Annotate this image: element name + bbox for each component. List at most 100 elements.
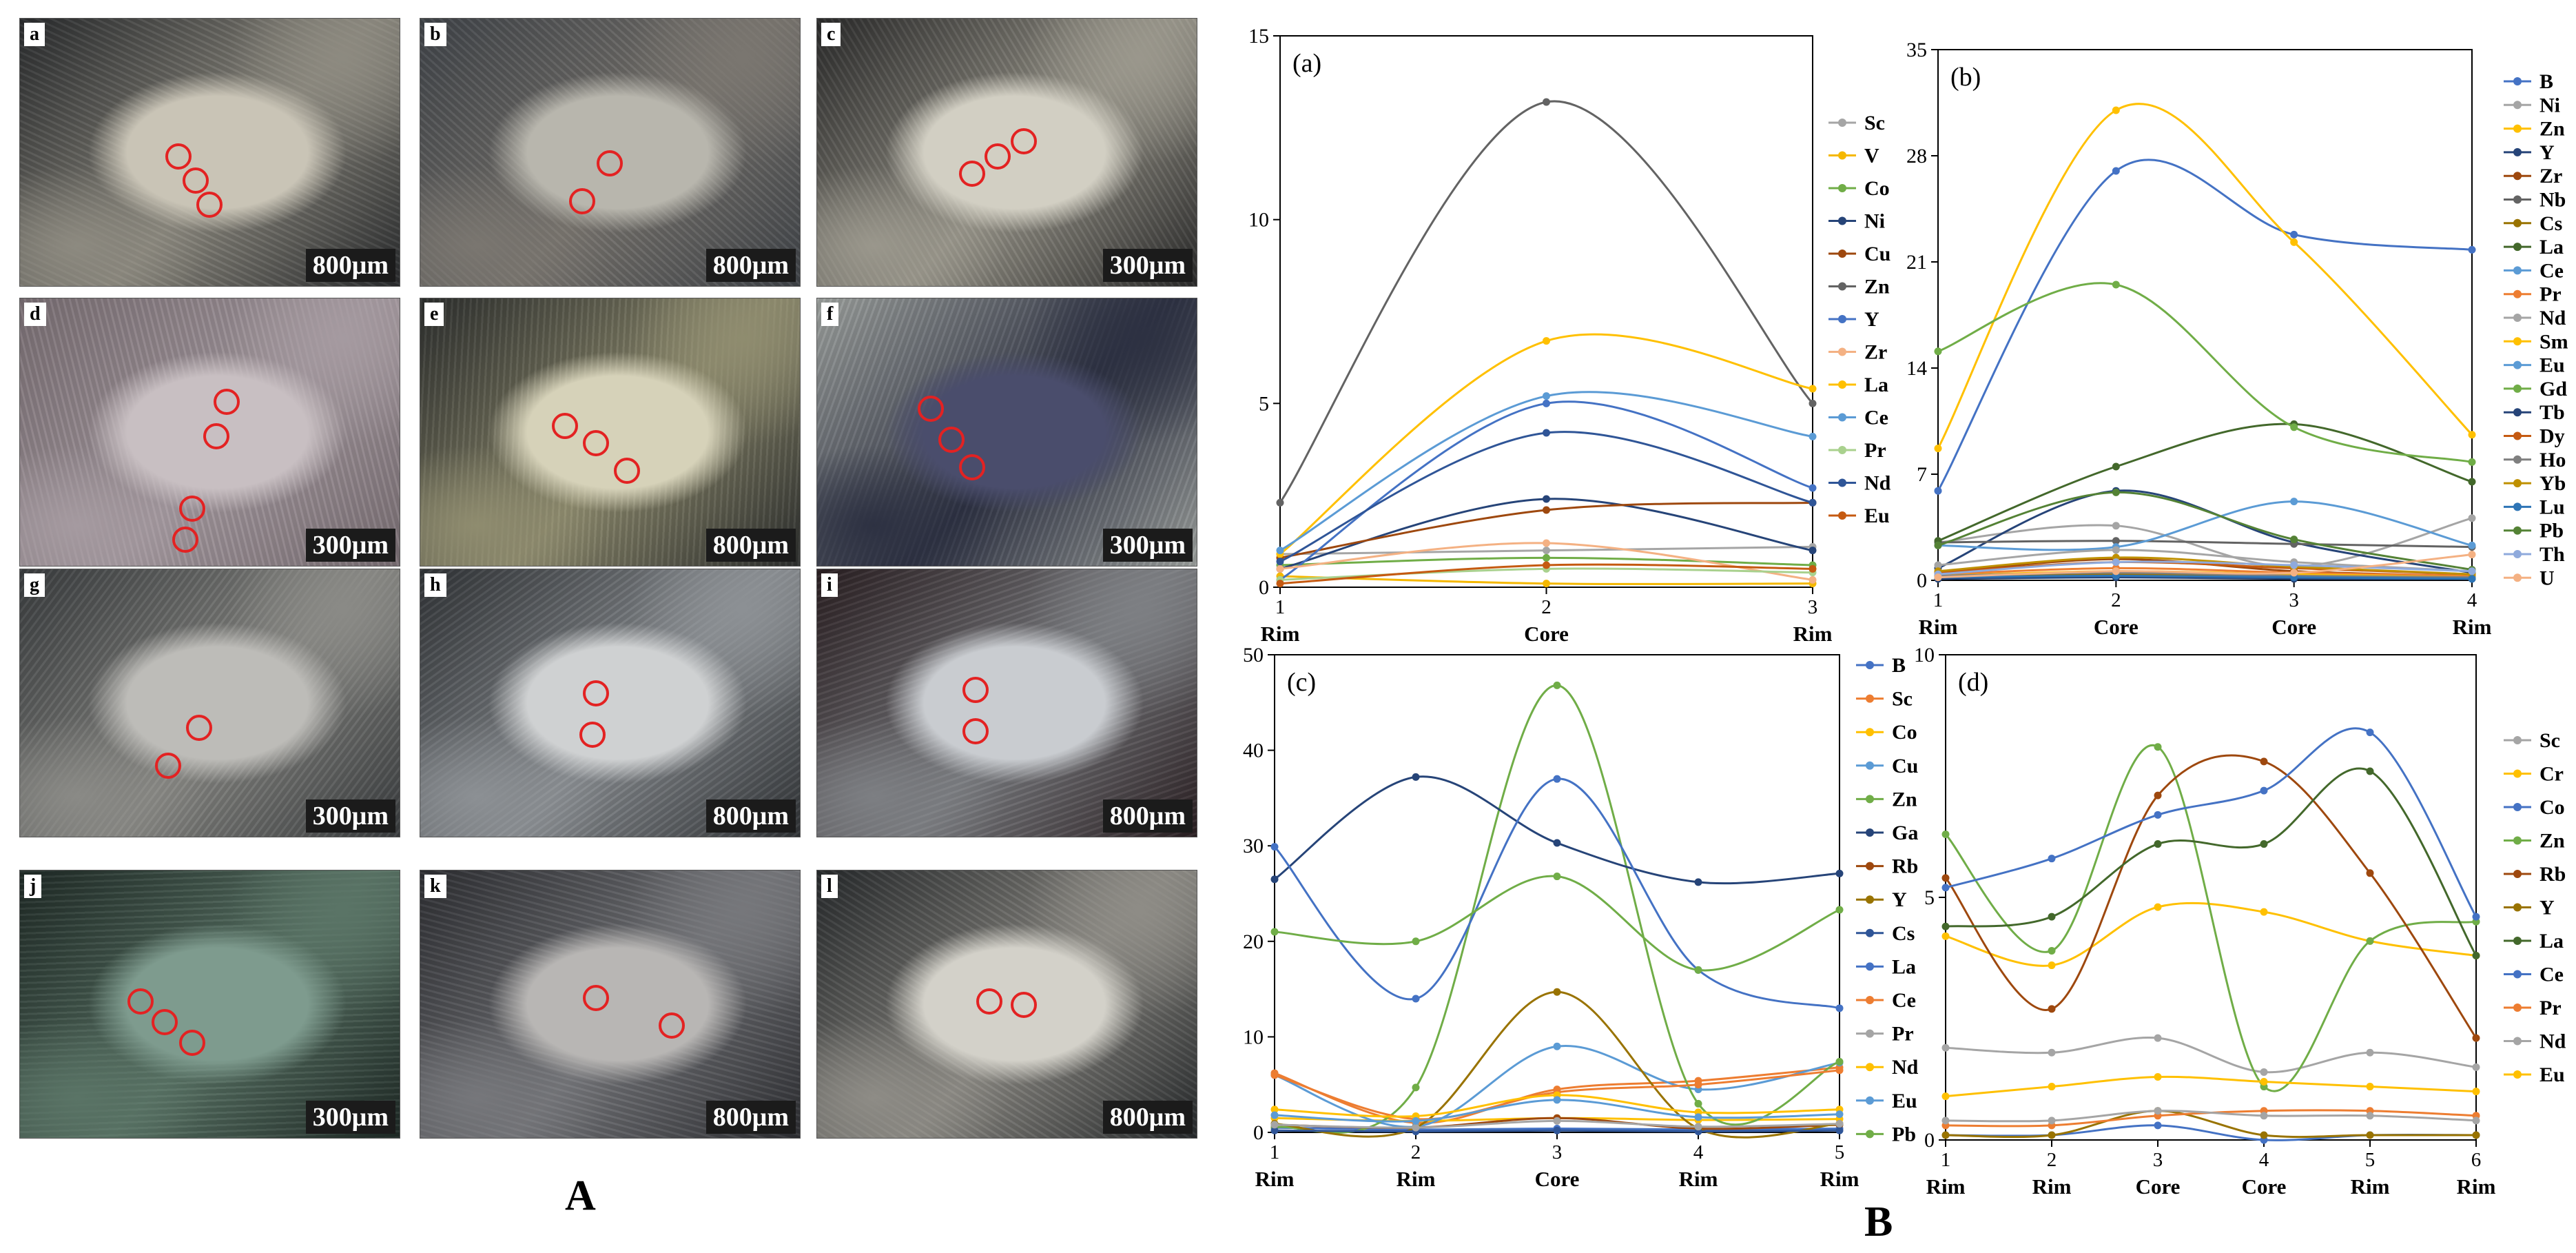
analysis-spot-circle	[183, 167, 209, 194]
data-point-U	[2468, 551, 2476, 559]
legend-entry-Yb: Yb	[2539, 472, 2566, 495]
x-tick-label: 4	[2259, 1149, 2269, 1171]
data-point-Eu	[1270, 1111, 1279, 1119]
data-point-Pb	[2290, 536, 2298, 544]
micrograph-panel-g: g 300μm	[19, 569, 400, 837]
data-point-Y	[2260, 1131, 2268, 1139]
legend-entry-Co: Co	[1892, 721, 1917, 744]
legend-swatch-marker	[1866, 928, 1874, 937]
data-point-La	[2366, 767, 2374, 775]
micrograph-panel-a: a 800μm	[19, 18, 400, 287]
series-line-Pb	[1937, 491, 2473, 571]
legend-swatch-marker	[2513, 243, 2522, 252]
data-point-La	[2048, 913, 2056, 921]
series-line-La	[1937, 422, 2473, 542]
legend-swatch-marker	[2513, 870, 2522, 878]
series-line-Y	[1945, 1110, 2476, 1139]
data-point-Pr	[1694, 1123, 1702, 1131]
data-point-B	[2112, 167, 2120, 175]
x-category-label: Rim	[1261, 622, 1300, 646]
data-point-Nb	[2112, 537, 2120, 545]
legend-entry-Zn: Zn	[1892, 788, 1917, 811]
legend-entry-Cr: Cr	[2539, 763, 2564, 786]
legend-entry-Cu: Cu	[1864, 243, 1890, 265]
data-point-Zn	[2290, 238, 2298, 246]
data-point-Cs	[1270, 1126, 1279, 1134]
data-point-Cr	[2154, 903, 2162, 911]
micrograph-letter: d	[24, 303, 46, 326]
plot-frame	[1945, 654, 2477, 1141]
data-point-Ce	[1276, 547, 1284, 555]
legend-swatch-marker	[2513, 970, 2522, 979]
micrograph-letter: k	[424, 875, 446, 898]
legend-swatch-marker	[2513, 431, 2522, 440]
y-tick-label: 14	[1906, 357, 1927, 380]
legend-swatch-marker	[1838, 478, 1846, 487]
data-point-Zn	[1412, 1083, 1420, 1092]
data-point-Zn	[1941, 830, 1950, 838]
data-point-Ce	[2154, 811, 2162, 819]
micrograph-image	[817, 569, 1197, 837]
data-point-Y	[2366, 1131, 2374, 1139]
y-tick-label: 50	[1243, 644, 1264, 666]
legend-entry-La: La	[1892, 955, 1916, 978]
x-tick-label: 2	[1541, 596, 1552, 618]
analysis-spot-circle	[214, 389, 240, 415]
legend-entry-Zn: Zn	[1864, 276, 1890, 298]
analysis-spot-circle	[569, 188, 595, 214]
analysis-spot-circle	[179, 496, 205, 522]
x-tick-label: 4	[1693, 1141, 1704, 1163]
legend-swatch-marker	[1866, 795, 1874, 804]
legend-swatch-marker	[2513, 836, 2522, 845]
legend-swatch-marker	[2513, 903, 2522, 912]
micrograph-panel-b: b 800μm	[420, 18, 801, 287]
legend-entry-Y: Y	[1864, 308, 1879, 331]
plot-frame	[1274, 654, 1840, 1133]
micrograph-letter: f	[821, 303, 839, 326]
scale-bar-label: 300μm	[1102, 529, 1193, 562]
data-point-Nd	[2260, 1112, 2268, 1120]
data-point-Eu	[2472, 1088, 2480, 1096]
scale-bar-label: 300μm	[1102, 249, 1193, 282]
y-tick-label: 20	[1243, 930, 1264, 953]
scale-bar-label: 800μm	[305, 249, 395, 282]
data-point-Co	[1543, 553, 1550, 562]
x-tick-label: 1	[1270, 1141, 1280, 1163]
legend-entry-U: U	[2539, 567, 2555, 589]
data-point-Pb	[1270, 928, 1279, 936]
data-point-Cu	[1553, 1042, 1561, 1050]
legend-entry-La: La	[2539, 236, 2564, 258]
data-point-Cr	[2260, 908, 2268, 916]
data-point-Sc	[2154, 1034, 2162, 1042]
data-point-Rb	[1941, 874, 1950, 882]
legend-entry-Pr: Pr	[1864, 439, 1886, 462]
legend-entry-Nd: Nd	[2539, 1030, 2566, 1053]
data-point-Nd	[2048, 1117, 2056, 1125]
data-point-Ga	[1412, 773, 1420, 781]
micrograph-panel-d: d 300μm	[19, 298, 400, 567]
legend-swatch-marker	[1866, 895, 1874, 904]
micrograph-letter: c	[821, 23, 841, 46]
legend-entry-Co: Co	[2539, 796, 2565, 819]
data-point-Eu	[2366, 1083, 2374, 1091]
analysis-spot-circle	[179, 1030, 205, 1056]
x-tick-label: 1	[1941, 1149, 1951, 1171]
legend-swatch-marker	[2513, 550, 2522, 558]
series-line-U	[1937, 553, 2473, 579]
x-category-label: Core	[2271, 615, 2316, 639]
data-point-Nd	[1276, 558, 1284, 566]
series-line-Sc	[1945, 1037, 2477, 1074]
data-point-La	[1553, 775, 1561, 783]
x-category-label: Core	[2242, 1174, 2287, 1199]
data-point-Rb	[2472, 1034, 2480, 1042]
legend-swatch-marker	[2513, 573, 2522, 582]
plot-frame	[1279, 35, 1813, 588]
analysis-spot-circle	[1011, 128, 1037, 154]
data-point-Eu	[1835, 1110, 1844, 1119]
micrograph-panel-c: c 300μm	[816, 18, 1197, 287]
panel-label: (c)	[1287, 668, 1316, 697]
legend-swatch-marker	[2513, 337, 2522, 346]
scale-bar-label: 300μm	[305, 529, 395, 562]
analysis-spot-circle	[962, 718, 989, 744]
data-point-Pr	[1835, 1120, 1844, 1128]
